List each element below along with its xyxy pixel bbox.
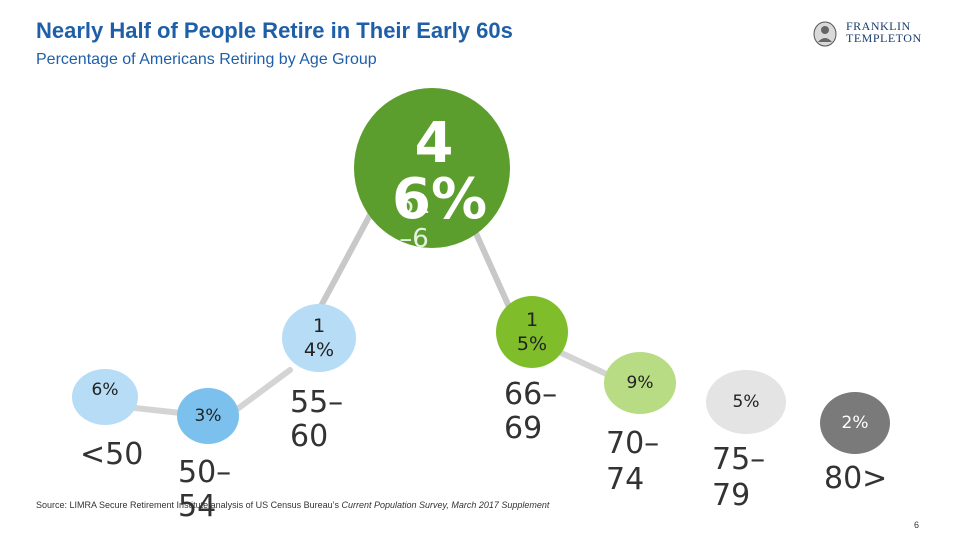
bubble-61-65: 46% 61–65 xyxy=(354,88,510,248)
page-number: 6 xyxy=(914,520,920,530)
connector-small-mid xyxy=(229,367,293,416)
source-title: Current Population Survey, March 2017 Su… xyxy=(341,500,550,510)
slide-subtitle: Percentage of Americans Retiring by Age … xyxy=(36,51,377,68)
bubble-55-60-pct: 14% xyxy=(303,315,335,361)
age-label-70-74: 70–74 xyxy=(606,426,660,497)
age-label-55-60: 55–60 xyxy=(290,385,344,454)
age-label-50-54: 50–54 xyxy=(178,455,232,524)
bubble-70-74: 9% xyxy=(604,352,676,414)
franklin-templeton-logo: FRANKLIN TEMPLETON xyxy=(812,20,930,48)
bubble-61-65-age: 61–65 xyxy=(397,190,431,248)
bubble-55-60: 14% xyxy=(282,304,356,372)
connector-right xyxy=(467,217,518,323)
bubble-75-79-pct: 5% xyxy=(732,392,760,412)
bubble-under-50: 6% xyxy=(72,369,138,425)
bubble-50-54: 3% xyxy=(177,388,239,444)
logo-line-2: TEMPLETON xyxy=(846,31,922,45)
age-label-under-50: <50 xyxy=(80,437,144,472)
portrait-emblem-icon xyxy=(813,21,837,47)
bubble-61-65-pct: 46% xyxy=(392,111,488,232)
bubble-under-50-pct: 6% xyxy=(91,380,119,400)
age-label-66-69: 66–69 xyxy=(504,377,558,446)
bubble-50-54-pct: 3% xyxy=(194,406,222,426)
bubble-75-79: 5% xyxy=(706,370,786,434)
age-label-80-plus: 80> xyxy=(824,461,888,496)
bubble-70-74-pct: 9% xyxy=(626,373,654,393)
bubble-66-69-pct: 15% xyxy=(516,309,548,355)
slide-title: Nearly Half of People Retire in Their Ea… xyxy=(36,18,513,43)
bubble-80-plus-pct: 2% xyxy=(841,413,869,433)
source-note: Source: LIMRA Secure Retirement Institut… xyxy=(36,500,549,510)
age-label-75-79: 75–79 xyxy=(712,442,766,513)
source-prefix: Source: LIMRA Secure Retirement Institut… xyxy=(36,500,342,510)
bubble-80-plus: 2% xyxy=(820,392,890,454)
bubble-66-69: 15% xyxy=(496,296,568,368)
logo-wordmark: FRANKLIN TEMPLETON xyxy=(846,20,922,44)
logo-line-1: FRANKLIN xyxy=(846,19,911,33)
